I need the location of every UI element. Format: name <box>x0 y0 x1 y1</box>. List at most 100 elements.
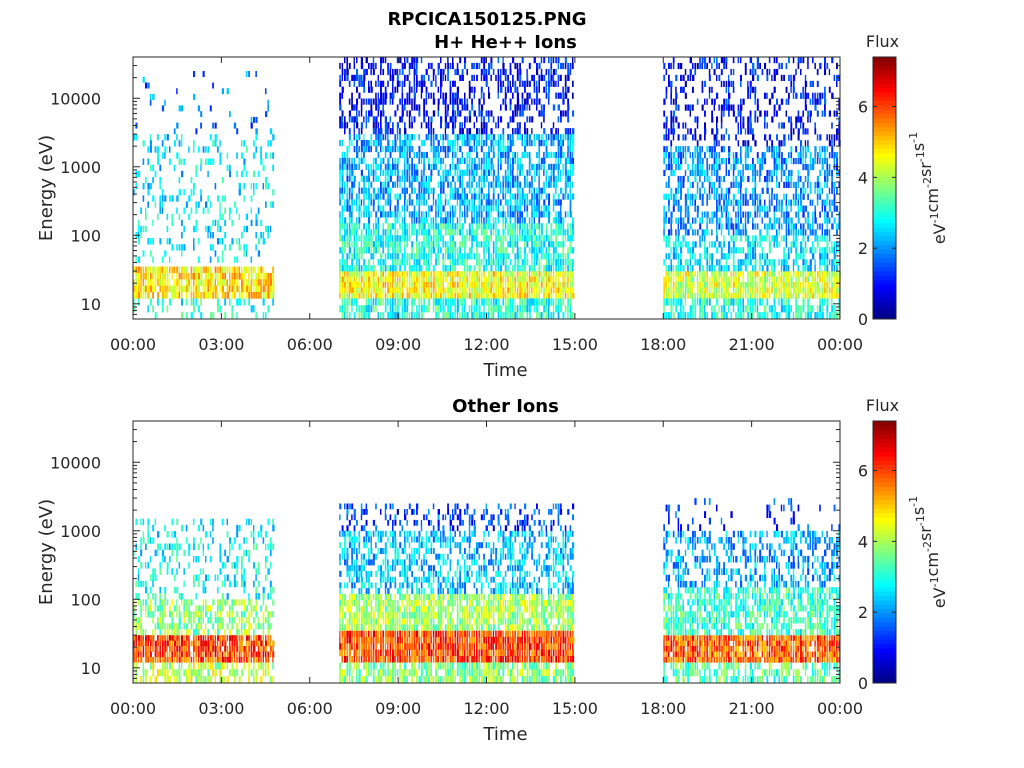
heatmap-cell <box>435 241 437 248</box>
heatmap-cell <box>768 247 772 254</box>
heatmap-cell <box>387 62 389 70</box>
heatmap-cell <box>564 134 567 141</box>
heatmap-cell <box>663 276 666 283</box>
heatmap-cell <box>253 116 255 123</box>
heatmap-cell <box>404 229 407 236</box>
heatmap-cell <box>497 92 499 99</box>
heatmap-cell <box>687 312 689 320</box>
heatmap-cell <box>514 282 516 288</box>
heatmap-cell <box>142 272 145 280</box>
heatmap-cell <box>435 211 437 218</box>
heatmap-cell <box>740 193 742 200</box>
heatmap-cell <box>790 128 793 135</box>
heatmap-cell <box>382 169 385 176</box>
heatmap-cell <box>346 193 348 200</box>
heatmap-cell <box>754 305 757 313</box>
heatmap-cell <box>480 128 483 135</box>
heatmap-cell <box>440 287 443 294</box>
heatmap-cell <box>759 169 762 177</box>
heatmap-cell <box>413 271 416 277</box>
heatmap-cell <box>728 217 730 224</box>
heatmap-cell <box>368 287 370 294</box>
heatmap-cell <box>728 199 730 206</box>
heatmap-cell <box>219 158 222 165</box>
heatmap-cell <box>670 211 673 218</box>
heatmap-cell <box>785 217 788 224</box>
heatmap-cell <box>399 298 401 306</box>
heatmap-cell <box>778 259 780 266</box>
heatmap-cell <box>363 271 365 277</box>
heatmap-cell <box>190 189 193 196</box>
heatmap-cell <box>512 128 514 135</box>
heatmap-cell <box>423 241 425 248</box>
heatmap-cell <box>725 187 728 194</box>
heatmap-cell <box>502 193 505 200</box>
heatmap-cell <box>735 217 737 224</box>
heatmap-cell <box>488 235 491 242</box>
heatmap-cell <box>492 229 495 236</box>
heatmap-cell <box>478 312 481 320</box>
heatmap-cell <box>706 217 708 224</box>
heatmap-cell <box>672 57 675 64</box>
heatmap-cell <box>380 68 382 76</box>
heatmap-cell <box>490 271 493 277</box>
heatmap-cell <box>716 292 718 299</box>
heatmap-cell <box>485 282 488 288</box>
heatmap-cell <box>567 253 569 260</box>
heatmap-cell <box>569 292 572 299</box>
heatmap-cell <box>461 305 464 313</box>
heatmap-cell <box>152 285 155 293</box>
heatmap-cell <box>788 211 790 218</box>
heatmap-cell <box>737 265 740 272</box>
heatmap-cell <box>749 253 752 260</box>
heatmap-cell <box>785 86 788 93</box>
heatmap-cell <box>689 199 692 206</box>
heatmap-cell <box>557 128 559 135</box>
heatmap-cell <box>358 134 361 141</box>
heatmap-cell <box>720 158 724 165</box>
heatmap-cell <box>790 134 793 141</box>
heatmap-cell <box>543 199 546 206</box>
heatmap-cell <box>526 282 529 288</box>
heatmap-cell <box>778 158 780 165</box>
heatmap-cell <box>267 140 269 147</box>
heatmap-cell <box>672 122 675 129</box>
heatmap-cell <box>500 253 503 260</box>
heatmap-cell <box>692 74 695 81</box>
heatmap-cell <box>665 181 668 188</box>
heatmap-cell <box>348 312 351 320</box>
heatmap-cell <box>516 312 519 320</box>
heatmap-cell <box>394 211 397 218</box>
heatmap-cell <box>665 193 668 200</box>
heatmap-cell <box>243 266 246 274</box>
heatmap-cell <box>711 86 713 93</box>
heatmap-cell <box>185 292 188 299</box>
heatmap-cell <box>533 247 536 254</box>
heatmap-cell <box>394 229 396 236</box>
heatmap-cell <box>735 287 737 294</box>
heatmap-cell <box>351 229 354 236</box>
heatmap-cell <box>687 229 690 236</box>
heatmap-cell <box>456 86 459 93</box>
heatmap-cell <box>454 265 456 272</box>
heatmap-cell <box>212 244 214 251</box>
heatmap-cell <box>399 211 401 218</box>
heatmap-cell <box>149 266 152 274</box>
heatmap-cell <box>265 272 267 280</box>
heatmap-cell <box>406 151 408 159</box>
heatmap-cell <box>173 292 176 299</box>
heatmap-cell <box>420 187 423 194</box>
heatmap-cell <box>521 187 524 194</box>
heatmap-cell <box>536 282 539 288</box>
heatmap-cell <box>442 68 445 76</box>
heatmap-cell <box>572 146 574 153</box>
heatmap-cell <box>516 241 519 248</box>
heatmap-cell <box>538 235 541 242</box>
heatmap-cell <box>483 282 486 288</box>
heatmap-cell <box>157 152 160 159</box>
heatmap-cell <box>490 110 493 117</box>
heatmap-cell <box>562 253 565 260</box>
heatmap-cell <box>716 211 718 218</box>
heatmap-cell <box>754 164 756 171</box>
heatmap-cell <box>524 175 526 182</box>
